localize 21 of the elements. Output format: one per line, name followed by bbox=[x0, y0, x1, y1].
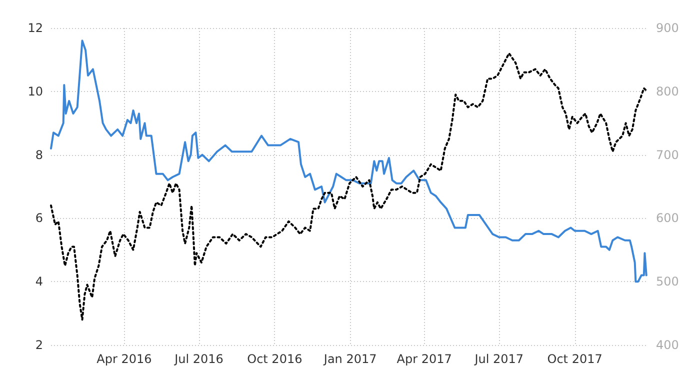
x-tick-label: Apr 2016 bbox=[96, 352, 152, 366]
y-tick-label: 12 bbox=[28, 21, 43, 35]
y2-tick-label: 600 bbox=[656, 211, 679, 226]
line-series bbox=[50, 52, 648, 321]
x-tick-label: Jul 2016 bbox=[174, 352, 224, 366]
y-tick-label: 2 bbox=[35, 338, 43, 352]
y-tick-label: 8 bbox=[35, 148, 43, 162]
x-tick-label: Oct 2016 bbox=[247, 352, 302, 366]
y-tick-label: 6 bbox=[35, 211, 43, 226]
y-tick-label: 10 bbox=[28, 84, 43, 98]
x-tick-label: Jul 2017 bbox=[474, 352, 524, 366]
x-tick-label: Apr 2017 bbox=[396, 352, 452, 366]
y2-tick-label: 900 bbox=[656, 21, 679, 35]
y2-tick-label: 500 bbox=[656, 274, 679, 289]
y2-tick-label: 700 bbox=[656, 148, 679, 162]
y2-tick-label: 800 bbox=[656, 84, 679, 98]
x-tick-label: Oct 2017 bbox=[547, 352, 602, 366]
y-tick-label: 4 bbox=[35, 274, 43, 289]
y2-tick-label: 400 bbox=[656, 338, 679, 352]
x-tick-label: Jan 2017 bbox=[322, 352, 377, 366]
line-series bbox=[50, 40, 648, 283]
